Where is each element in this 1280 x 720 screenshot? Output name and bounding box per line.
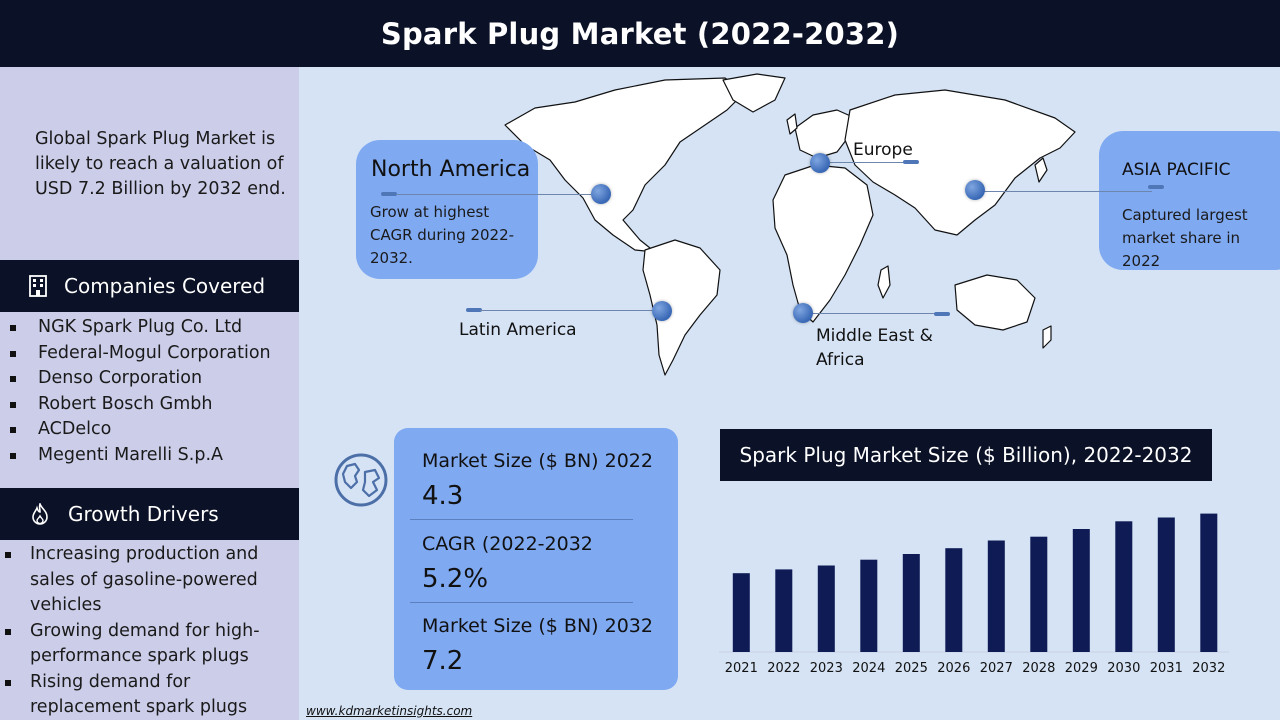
mea-pill: [934, 312, 950, 316]
stat-label-2032: Market Size ($ BN) 2032: [422, 615, 653, 637]
latin-america-pill: [466, 308, 482, 312]
africa-shape: [772, 164, 874, 323]
bar-chart: 2021 2022 2023 2024 2025 2026 2027 2028 2029 2030…: [719, 513, 1229, 676]
tick-label-2023: 2023: [810, 661, 843, 676]
asia-pacific-box: [1099, 131, 1280, 270]
tick-label-2031: 2031: [1150, 661, 1183, 676]
asia-shape: [844, 89, 1076, 236]
bar-2032: [1200, 513, 1218, 652]
north-america-box: [356, 140, 538, 279]
bar-2027: [987, 540, 1005, 652]
tick-label-2032: 2032: [1192, 661, 1225, 676]
mea-title: Middle East & Africa: [816, 326, 933, 370]
stat-divider: [410, 602, 633, 603]
footer-url[interactable]: www.kdmarketinsights.com: [306, 704, 473, 718]
list-item: Growing demand for high-performance spar…: [0, 619, 299, 670]
stat-divider: [410, 519, 633, 520]
tick-label-2024: 2024: [852, 661, 885, 676]
bar-2029: [1072, 529, 1090, 652]
bar-2025: [902, 554, 920, 652]
bar-2028: [1030, 536, 1048, 652]
north-america-shape: [504, 77, 746, 253]
tick-label-2021: 2021: [725, 661, 758, 676]
north-america-connector: [396, 194, 598, 195]
drivers-header: Growth Drivers: [0, 488, 299, 540]
flame-icon: [32, 503, 48, 525]
europe-marker: [810, 153, 830, 173]
europe-pill: [903, 160, 919, 164]
bar-2026: [945, 548, 963, 652]
asia-pacific-marker: [965, 180, 985, 200]
tick-label-2025: 2025: [895, 661, 928, 676]
building-icon: [29, 275, 47, 297]
world-map: [504, 73, 1076, 376]
tick-label-2027: 2027: [980, 661, 1013, 676]
north-america-desc: Grow at highest CAGR during 2022-2032.: [370, 203, 515, 267]
list-item: Federal-Mogul Corporation: [0, 341, 299, 367]
header-bar: Spark Plug Market (2022-2032): [0, 0, 1280, 67]
drivers-title: Growth Drivers: [68, 502, 219, 526]
stat-value-2032: 7.2: [422, 646, 464, 676]
north-america-marker: [591, 184, 611, 204]
companies-title: Companies Covered: [64, 274, 266, 298]
asia-pacific-connector: [984, 191, 1152, 192]
list-item: Denso Corporation: [0, 366, 299, 392]
mea-connector: [812, 313, 940, 314]
list-item: Megenti Marelli S.p.A: [0, 443, 299, 469]
newzealand-shape: [1042, 325, 1052, 349]
europe-title: Europe: [853, 140, 913, 160]
companies-list: NGK Spark Plug Co. Ltd Federal-Mogul Cor…: [0, 315, 299, 468]
asia-pacific-pill: [1148, 185, 1164, 189]
list-item: Rising demand for replacement spark plug…: [0, 670, 299, 720]
companies-header: Companies Covered: [0, 260, 299, 312]
latin-america-connector: [480, 310, 660, 311]
bar-2030: [1115, 521, 1133, 652]
intro-text: Global Spark Plug Market is likely to re…: [35, 129, 286, 199]
list-item: ACDelco: [0, 417, 299, 443]
drivers-list: Increasing production and sales of gasol…: [0, 542, 299, 720]
bar-2021: [732, 573, 750, 652]
stats-panel: [394, 428, 678, 690]
tick-label-2029: 2029: [1065, 661, 1098, 676]
asia-pacific-desc: Captured largest market share in 2022: [1122, 206, 1248, 270]
tick-label-2022: 2022: [767, 661, 800, 676]
latin-america-marker: [652, 301, 672, 321]
japan-shape: [1034, 157, 1048, 183]
bar-2031: [1157, 517, 1175, 652]
north-america-title: North America: [371, 157, 531, 182]
bar-2023: [817, 565, 835, 652]
stat-label-cagr: CAGR (2022-2032: [422, 533, 593, 555]
stat-value-cagr: 5.2%: [422, 564, 489, 594]
south-america-shape: [642, 239, 721, 376]
madagascar-shape: [877, 265, 891, 299]
australia-shape: [954, 274, 1036, 331]
globe-icon: [334, 453, 388, 507]
stat-label-2022: Market Size ($ BN) 2022: [422, 450, 653, 472]
stat-value-2022: 4.3: [422, 481, 464, 511]
bar-2024: [860, 559, 878, 652]
list-item: NGK Spark Plug Co. Ltd: [0, 315, 299, 341]
page-title: Spark Plug Market (2022-2032): [380, 16, 900, 51]
uk-shape: [786, 113, 798, 135]
latin-america-title: Latin America: [459, 320, 577, 340]
tick-label-2030: 2030: [1107, 661, 1140, 676]
list-item: Robert Bosch Gmbh: [0, 392, 299, 418]
sidebar: Global Spark Plug Market is likely to re…: [0, 67, 299, 720]
tick-label-2028: 2028: [1022, 661, 1055, 676]
tick-label-2026: 2026: [937, 661, 970, 676]
asia-pacific-title: ASIA PACIFIC: [1122, 160, 1231, 180]
bar-2022: [775, 569, 793, 652]
north-america-pill: [381, 192, 397, 196]
list-item: Increasing production and sales of gasol…: [0, 542, 299, 619]
chart-title: Spark Plug Market Size ($ Billion), 2022…: [720, 429, 1212, 481]
greenland-shape: [722, 73, 786, 113]
europe-connector: [828, 162, 908, 163]
mea-marker: [793, 303, 813, 323]
